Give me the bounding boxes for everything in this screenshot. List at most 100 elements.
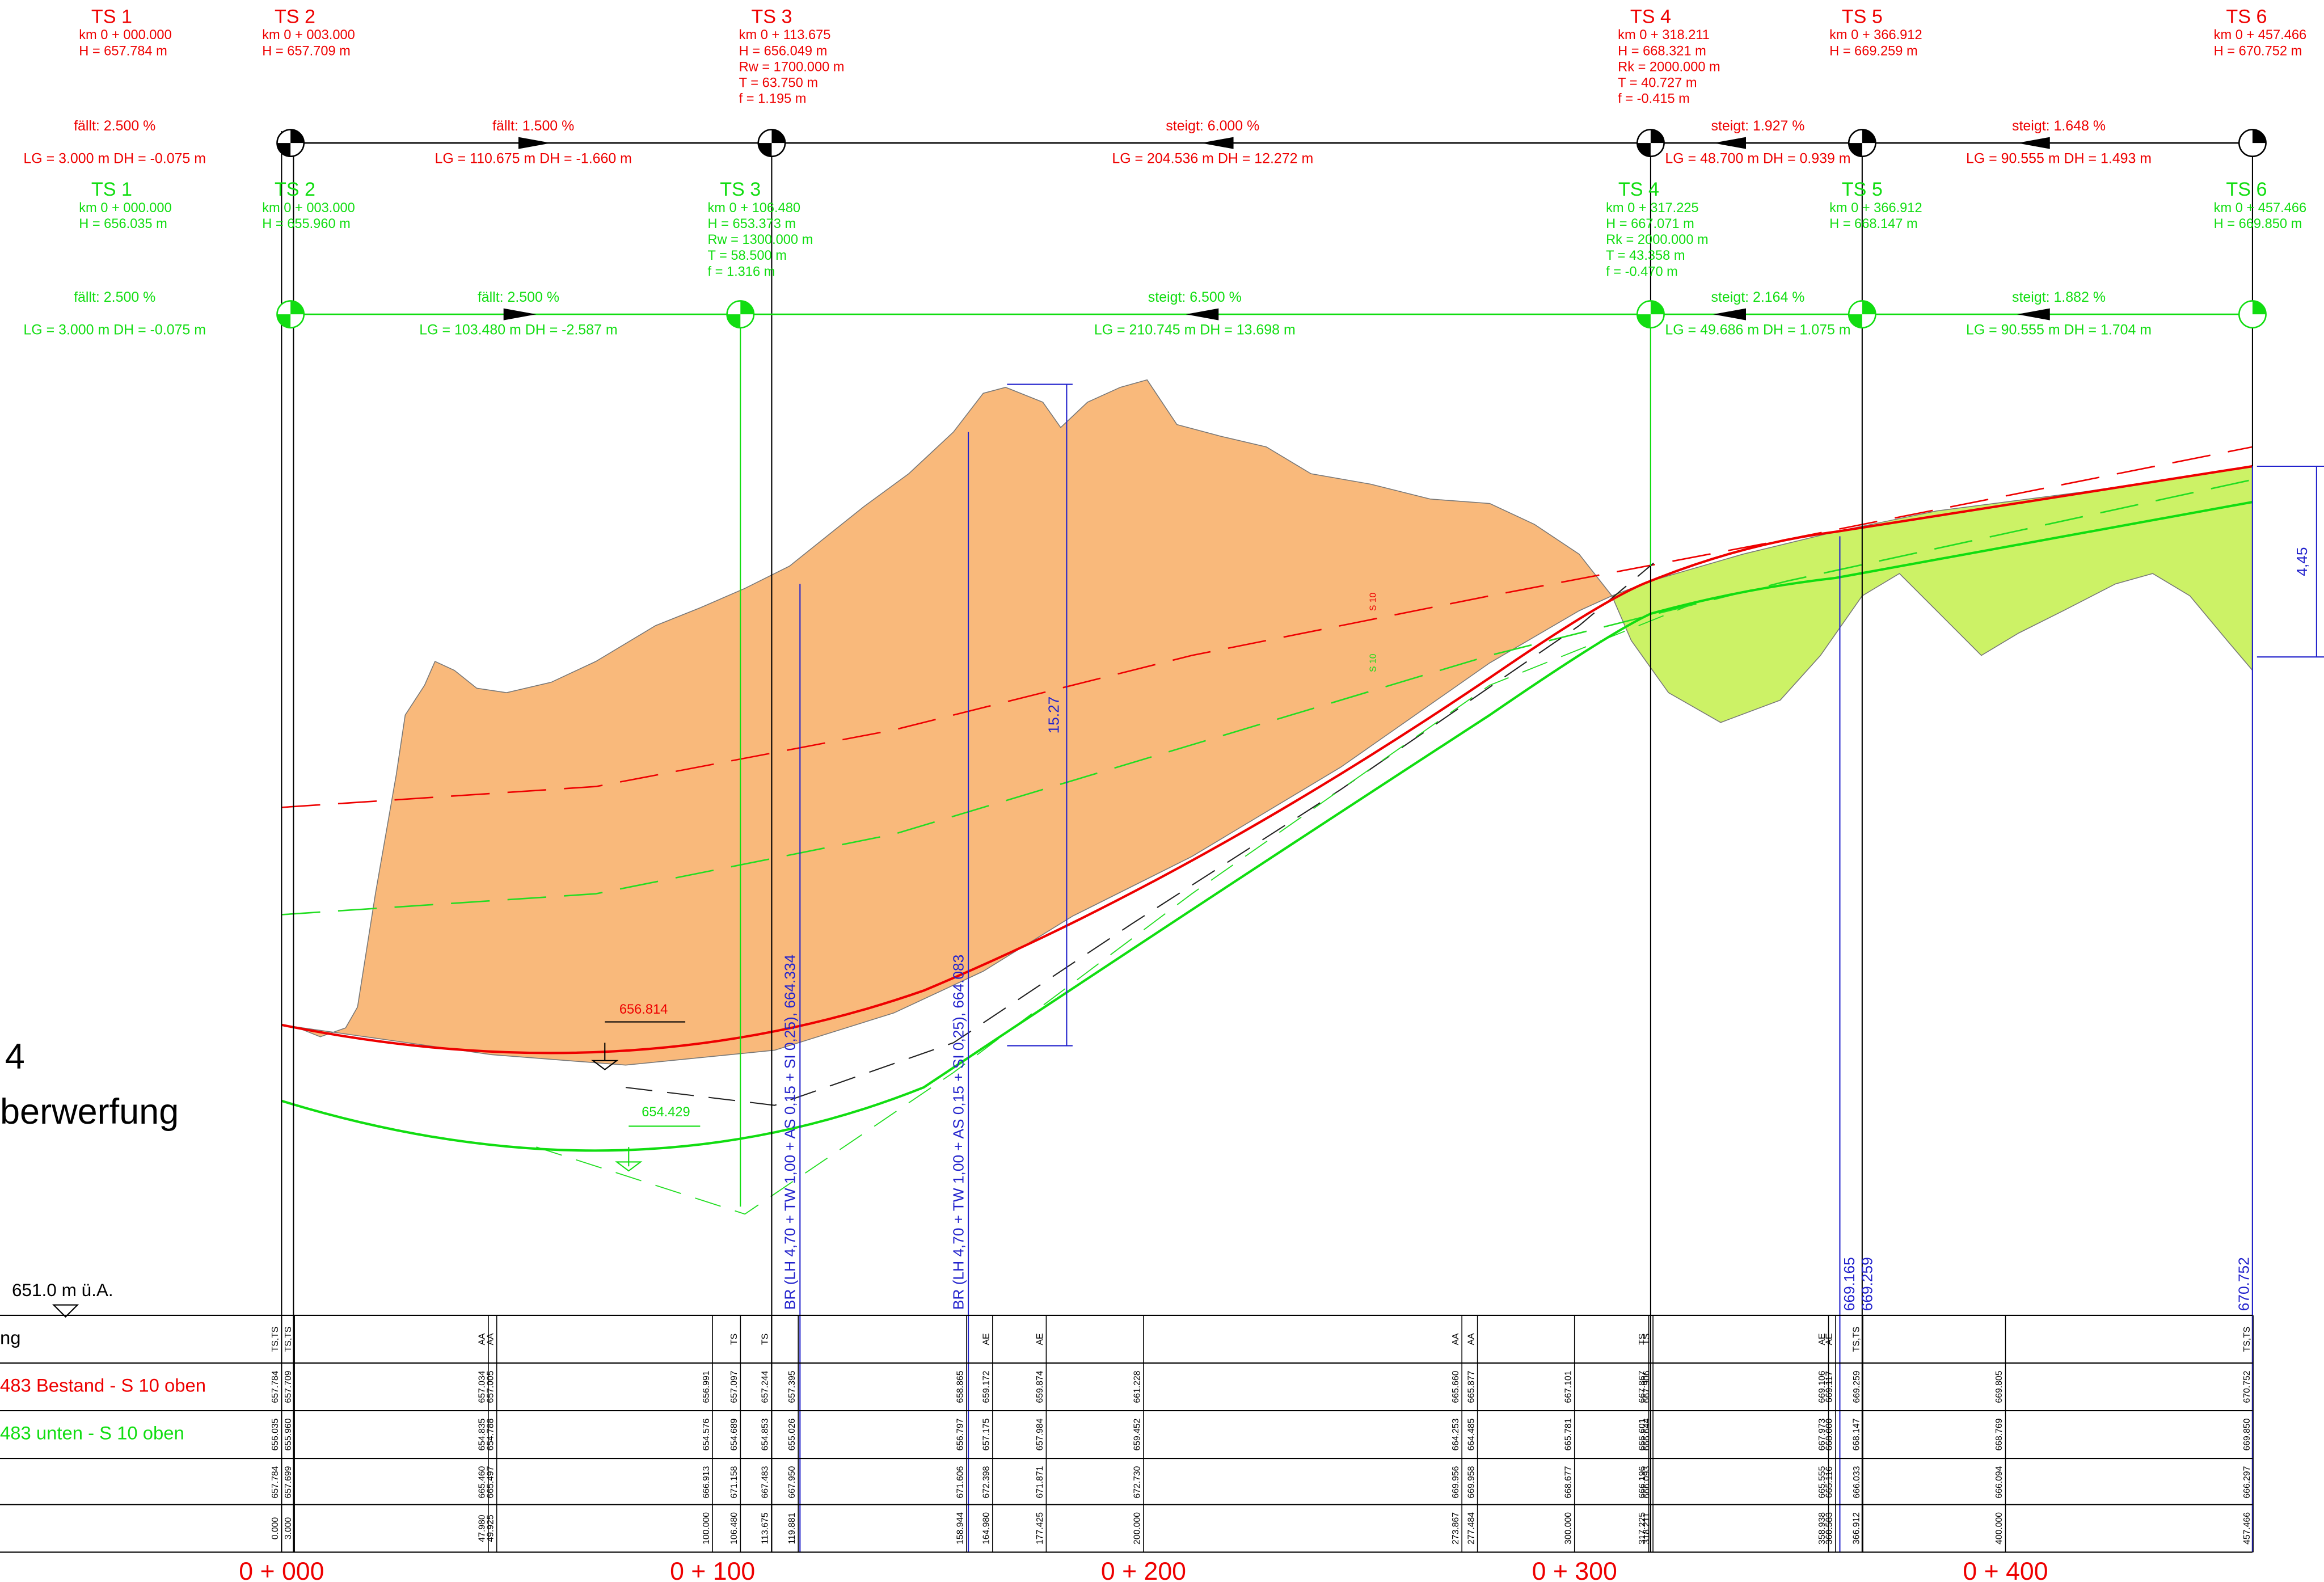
grade-label: steigt: 6.500 % [1148,289,1242,305]
grade-label: steigt: 1.648 % [2012,118,2106,134]
table-cell: TS [1638,1334,1647,1345]
station-label: TS 6 [2226,6,2267,28]
table-cell: 669.805 [1994,1370,2004,1403]
station-detail: Rk = 2000.000 m [1606,233,1709,247]
table-cell: 655.026 [787,1418,797,1450]
station-detail: f = -0.470 m [1606,264,1678,279]
station-detail: Rk = 2000.000 m [1618,60,1720,74]
low-marker [591,1021,686,1070]
black-dashed-line [625,562,1654,1106]
table-cell: AA [1451,1333,1461,1345]
station-detail: H = 655.960 m [262,217,351,231]
station-detail: km 0 + 366.912 [1829,201,1922,216]
table-cell: 657.784 [271,1466,280,1498]
station-detail: H = 656.049 m [739,44,828,58]
green-profile [281,500,2253,1152]
table-cell: 654.576 [702,1418,711,1450]
grade-lengths: LG = 49.686 m DH = 1.075 m [1665,322,1850,338]
table-cell: 277.484 [1466,1512,1476,1545]
grade-lengths: LG = 103.480 m DH = -2.587 m [419,322,617,338]
station-detail: f = -0.415 m [1618,92,1690,107]
table-cell: 659.452 [1133,1419,1142,1451]
table-cell: 654.835 [478,1418,487,1450]
table-cell: TS [1642,1334,1652,1345]
station-label: TS 4 [1630,6,1671,28]
table-cell: 657.784 [271,1370,280,1403]
table-cell: 358.938 [1817,1512,1827,1545]
table-cell: 177.425 [1035,1512,1045,1545]
table-cell: 665.555 [1817,1466,1827,1498]
table-frame [0,1314,2253,1553]
chainage-label: 0 + 100 [670,1558,755,1582]
table-cell: 654.853 [761,1418,770,1450]
station-detail: f = 1.316 m [707,264,775,279]
table-cell: 3.000 [284,1517,293,1540]
station-label: TS 5 [1842,179,1883,200]
table-cell: 665.660 [1451,1370,1461,1403]
grade-arrows [503,308,2050,320]
table-cell: AA [1466,1333,1476,1345]
level-marker [52,1304,79,1318]
chainage-label: 0 + 400 [1963,1558,2048,1582]
grade-label: fällt: 2.500 % [478,289,559,305]
height-label: 669.165 [1841,1257,1858,1311]
table-cell: 665.781 [1563,1419,1573,1451]
station-label: TS 4 [1618,179,1659,200]
circle-fill [277,129,2266,157]
grade-label: steigt: 1.882 % [2012,289,2106,305]
grade-lengths: LG = 3.000 m DH = -0.075 m [23,151,206,167]
table-cell: 300.000 [1563,1512,1573,1545]
grade-lengths: LG = 204.536 m DH = 12.272 m [1112,151,1313,167]
table-cell: 47.980 [478,1514,487,1542]
table-cell: 164.980 [982,1512,992,1545]
red-profile [281,465,2253,1054]
table-cell: 49.925 [486,1514,495,1542]
low-marker [615,1125,701,1172]
table-cell: AE [1035,1333,1045,1345]
station-label: TS 5 [1842,6,1883,28]
table-cell: 659.172 [982,1371,992,1403]
station-detail: H = 670.752 m [2214,44,2302,58]
table-cell: 667.973 [1817,1418,1827,1450]
table-cell: AA [486,1333,495,1345]
station-label: TS 3 [751,6,792,28]
station-label: TS 1 [91,179,132,200]
station-detail: km 0 + 457.466 [2214,28,2307,43]
table-cell: 200.000 [1133,1512,1142,1545]
table-cell: 666.297 [2242,1466,2252,1499]
grade-label: fällt: 2.500 % [74,118,155,134]
station-detail: H = 656.035 m [79,217,167,231]
table-cell: 158.944 [956,1512,965,1545]
green-dashed-line [281,479,2253,916]
grade-lengths: LG = 210.745 m DH = 13.698 m [1094,322,1296,338]
table-cell: 669.117 [1825,1371,1834,1403]
station-detail: H = 668.147 m [1829,217,1918,231]
station-detail: Rw = 1700.000 m [739,60,845,74]
grade-lengths: LG = 110.675 m DH = -1.660 m [435,151,631,167]
bridge-label: BR (LH 4,70 + TW 1,00 + AS 0,15 + SI 0,2… [950,955,967,1310]
table-cell: TS [729,1334,739,1345]
station-detail: H = 653.373 m [707,217,796,231]
table-cell: 360.583 [1825,1512,1834,1545]
station-detail: km 0 + 003.000 [262,28,355,43]
station-detail: km 0 + 000.000 [79,201,172,216]
table-cell: 657.005 [486,1370,495,1403]
table-cell: 668.000 [1825,1418,1834,1450]
table-cell: 667.867 [1638,1371,1647,1403]
grade-label: steigt: 2.164 % [1711,289,1805,305]
table-cell: 113.675 [761,1512,770,1544]
table-cell: TS,TS [271,1327,280,1352]
green-grade-circles [276,300,2267,329]
table-cell: TS,TS [2242,1327,2252,1352]
chainage-label: 0 + 300 [1532,1558,1617,1582]
height-label: 669.259 [1858,1257,1875,1311]
elevation-label: 654.429 [642,1105,690,1120]
green-station-lines [740,314,1651,1207]
table-cell: 366.912 [1852,1512,1862,1545]
grade-label: steigt: 1.927 % [1711,118,1805,134]
table-cell: 666.094 [1994,1466,2004,1498]
station-detail: km 0 + 113.675 [739,28,831,43]
table-cell: 119.881 [787,1513,797,1545]
station-label: TS 1 [91,6,132,28]
